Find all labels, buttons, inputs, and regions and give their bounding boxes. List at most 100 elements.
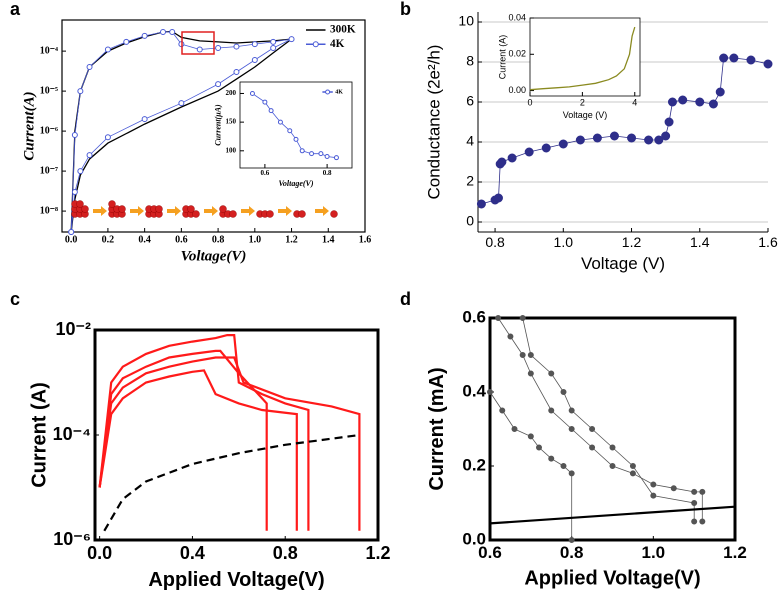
x-tick-label: 1.0: [642, 543, 666, 562]
series-line: [98, 349, 268, 531]
data-point: [589, 426, 596, 432]
data-point: [487, 389, 493, 395]
plot-frame: [488, 316, 737, 542]
x-tick-label: 0.4: [138, 234, 151, 245]
data-point: [629, 463, 636, 469]
x-tick-label: 1.6: [359, 234, 372, 245]
arrow: [315, 206, 329, 216]
y-axis-label: Current(μA): [213, 104, 222, 146]
x-tick-label: 1.4: [690, 234, 710, 250]
x-tick-label: 0.6: [175, 234, 188, 245]
panel-letter: c: [10, 289, 20, 309]
x-tick-label: 1.0: [249, 234, 262, 245]
y-tick-label: 0.0: [462, 529, 486, 548]
y-tick-label: 0.2: [462, 455, 486, 474]
arrow: [93, 206, 107, 216]
x-tick-label: 0.8: [273, 543, 298, 563]
data-point: [86, 64, 93, 71]
data-point: [104, 46, 111, 53]
x-tick-label: 0.8: [560, 543, 584, 562]
data-point: [233, 69, 240, 76]
legend-label: 4K: [335, 89, 343, 95]
data-point: [318, 151, 324, 157]
data-point: [293, 136, 299, 142]
data-point: [541, 143, 551, 153]
plot-frame: [529, 17, 641, 97]
legend-marker: [312, 41, 319, 48]
data-point: [575, 135, 585, 145]
data-point: [560, 463, 567, 469]
data-point: [169, 29, 176, 36]
data-point: [568, 470, 575, 477]
data-point: [654, 135, 664, 145]
data-point: [592, 133, 602, 143]
data-point: [71, 131, 78, 138]
y-tick-label: 10⁻⁴: [53, 424, 91, 444]
y-tick-label: 10⁻⁸: [40, 205, 58, 216]
y-axis-label: Current (A): [497, 35, 507, 80]
atom: [187, 205, 195, 213]
data-point: [519, 315, 526, 321]
data-point: [104, 134, 111, 141]
y-tick-label: 0.6: [462, 307, 486, 326]
panel-letter: b: [400, 0, 411, 19]
data-point: [497, 157, 507, 167]
y-axis-label: Current (mA): [426, 367, 448, 490]
y-tick-label: 0.00: [508, 85, 526, 95]
data-point: [251, 41, 258, 48]
x-tick-label: 1.6: [758, 234, 778, 250]
data-point: [670, 485, 677, 492]
y-tick-label: 100: [226, 146, 237, 154]
legend-label: 4K: [330, 38, 345, 50]
data-point: [299, 148, 305, 154]
atom: [298, 210, 306, 218]
data-point: [262, 99, 268, 105]
data-point: [77, 88, 84, 95]
data-point: [277, 119, 283, 125]
data-point: [691, 518, 698, 525]
y-tick-label: 0.04: [508, 12, 526, 22]
series-line: [489, 505, 736, 525]
data-point: [627, 133, 637, 143]
data-point: [495, 315, 502, 321]
data-point: [708, 99, 718, 109]
data-point: [196, 46, 203, 53]
x-tick-label: 1.4: [322, 234, 335, 245]
data-point: [141, 32, 148, 39]
data-point: [650, 492, 657, 499]
arrow: [130, 206, 144, 216]
data-point: [644, 135, 654, 145]
data-point: [215, 81, 222, 88]
data-point: [507, 333, 514, 340]
data-point: [691, 488, 698, 495]
x-tick-label: 1.2: [622, 234, 642, 250]
data-point: [287, 128, 293, 134]
data-point: [519, 352, 526, 358]
atom: [219, 205, 227, 213]
y-tick-label: 4: [466, 133, 474, 149]
legend-marker: [325, 89, 331, 95]
x-tick-label: 0.8: [212, 234, 225, 245]
data-point: [324, 154, 330, 160]
data-point: [715, 87, 725, 97]
x-tick-label: 1.0: [554, 234, 574, 250]
arrow: [278, 206, 292, 216]
data-point: [699, 488, 706, 495]
arrow: [241, 206, 255, 216]
x-tick-label: 0.0: [65, 234, 78, 245]
y-axis-label: Current (A): [28, 382, 50, 488]
data-point: [123, 38, 130, 45]
atom: [81, 205, 89, 213]
data-point: [68, 229, 75, 235]
data-point: [678, 95, 688, 105]
x-tick-label: 0.8: [485, 234, 505, 250]
data-point: [270, 38, 277, 45]
data-point: [568, 426, 575, 432]
data-point: [667, 97, 677, 107]
data-point: [249, 90, 255, 96]
plot-frame: [239, 81, 353, 169]
data-point: [527, 352, 534, 358]
data-point: [763, 59, 773, 69]
arrow: [167, 206, 181, 216]
series-line: [98, 356, 361, 531]
